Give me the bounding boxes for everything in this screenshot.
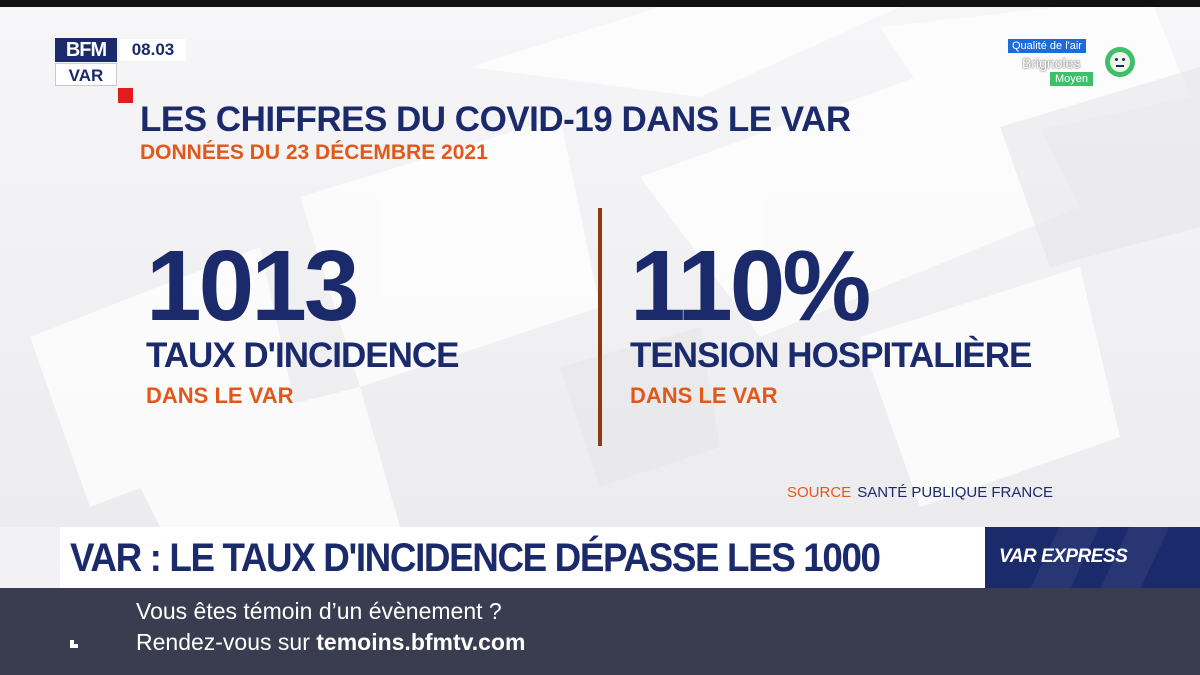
ticker-bullet-icon (70, 640, 78, 648)
top-black-bar (0, 0, 1200, 7)
air-quality-level: Moyen (1050, 72, 1094, 86)
stat-label: TAUX D'INCIDENCE (146, 336, 460, 375)
ticker-line-2-prefix: Rendez-vous sur (136, 629, 317, 655)
source-value: SANTÉ PUBLIQUE FRANCE (857, 484, 1054, 501)
channel-logo: BFM VAR (55, 38, 117, 86)
headline: VAR : LE TAUX D'INCIDENCE DÉPASSE LES 10… (70, 536, 881, 580)
neutral-face-icon (1105, 47, 1135, 77)
source-credit: SOURCE SANTÉ PUBLIQUE FRANCE (787, 484, 1053, 502)
stat-sub: DANS LE VAR (630, 383, 778, 408)
stat-value: 1013 (146, 230, 359, 342)
graphic-title: LES CHIFFRES DU COVID-19 DANS LE VAR (140, 100, 851, 139)
clock: 08.03 (120, 39, 186, 61)
air-quality-label: Qualité de l'air (1008, 39, 1086, 53)
air-quality-city: Brignoles (1022, 55, 1081, 71)
ticker-line-2: Rendez-vous sur temoins.bfmtv.com (136, 628, 525, 656)
program-label: VAR EXPRESS (999, 546, 1128, 567)
logo-region: VAR (55, 63, 117, 86)
ticker-bar: Vous êtes témoin d’un évènement ? Rendez… (0, 588, 1200, 675)
air-quality-widget: Qualité de l'air Brignoles Moyen (1008, 39, 1138, 89)
headline-bar: VAR : LE TAUX D'INCIDENCE DÉPASSE LES 10… (60, 527, 985, 588)
stat-sub: DANS LE VAR (146, 383, 294, 408)
ticker-line-1: Vous êtes témoin d’un évènement ? (136, 598, 502, 624)
stat-incidence: 1013 TAUX D'INCIDENCE DANS LE VAR (146, 230, 460, 410)
stat-value: 110% (630, 230, 871, 342)
stat-divider (598, 208, 602, 446)
ticker-link[interactable]: temoins.bfmtv.com (316, 629, 526, 655)
logo-bfm: BFM (55, 38, 117, 62)
accent-square (118, 88, 133, 103)
graphic-subtitle: DONNÉES DU 23 DÉCEMBRE 2021 (140, 141, 488, 164)
source-label: SOURCE (787, 484, 852, 501)
stat-hospital-tension: 110% TENSION HOSPITALIÈRE DANS LE VAR (630, 230, 1032, 410)
stat-label: TENSION HOSPITALIÈRE (630, 336, 1032, 375)
program-tag: VAR EXPRESS (985, 527, 1200, 588)
